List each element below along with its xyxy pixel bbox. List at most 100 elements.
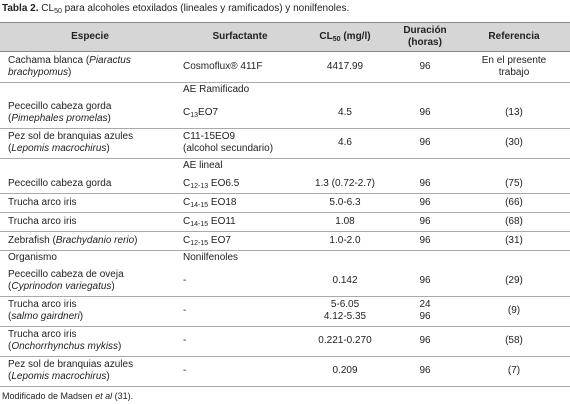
cell-line: (alcohol secundario) bbox=[183, 143, 273, 155]
row-separator bbox=[0, 386, 570, 387]
text-run: 5.0-6.3 bbox=[329, 196, 361, 208]
text-run: 96 bbox=[419, 215, 431, 227]
cell-line: C14-15 EO18 bbox=[183, 197, 237, 209]
cell-line: Nonilfenoles bbox=[183, 252, 238, 264]
text-run: (31). bbox=[112, 391, 134, 401]
subscript: 14-15 bbox=[190, 201, 209, 209]
cell-line: Organismo bbox=[8, 252, 57, 264]
text-run: (9) bbox=[507, 305, 521, 316]
table-cell: (13) bbox=[460, 98, 568, 128]
italic-run: salmo gairdneri bbox=[11, 311, 80, 322]
table-cell: (30) bbox=[460, 128, 568, 158]
text-run: 24 bbox=[419, 299, 431, 310]
cell-line: Pececillo cabeza de oveja bbox=[8, 269, 124, 281]
table-cell bbox=[300, 158, 390, 174]
table-cell: Trucha arco iris bbox=[8, 212, 178, 231]
row-separator bbox=[0, 82, 570, 83]
cell-line: 96 bbox=[419, 311, 430, 323]
table-cell: Especie bbox=[0, 22, 180, 52]
footnote: Modificado de Madsen et al (31). bbox=[2, 391, 133, 401]
cell-line: - bbox=[183, 275, 186, 287]
italic-run: Piaractus bbox=[89, 55, 131, 66]
text-run: ) bbox=[134, 234, 138, 246]
cell-line: Trucha arco iris bbox=[8, 197, 77, 209]
text-run: CL bbox=[38, 3, 55, 14]
table-cell: AE Ramificado bbox=[183, 82, 298, 98]
text-run: 96 bbox=[419, 177, 431, 189]
cell-line: (7) bbox=[508, 365, 520, 377]
table-cell bbox=[460, 82, 568, 98]
text-run: Pez sol de branquias azules bbox=[8, 359, 134, 370]
table-cell bbox=[392, 158, 458, 174]
cell-line: Trucha arco iris bbox=[8, 216, 77, 228]
text-run: Referencia bbox=[488, 31, 540, 42]
cell-line: - bbox=[183, 335, 186, 347]
cell-line: 96 bbox=[419, 178, 430, 190]
table-cell: - bbox=[183, 356, 298, 386]
table-cell bbox=[300, 82, 390, 98]
cell-line: (29) bbox=[505, 275, 523, 287]
cell-line: 96 bbox=[419, 107, 430, 119]
text-run: 0.221-0.270 bbox=[318, 335, 372, 346]
table-cell: Pececillo cabeza de oveja (Cyprinodon var… bbox=[8, 266, 178, 296]
text-run: ) bbox=[107, 113, 111, 124]
text-run: trabajo bbox=[498, 67, 530, 78]
table-cell: 96 bbox=[392, 174, 458, 193]
table-cell: 96 bbox=[392, 52, 458, 82]
row-separator bbox=[0, 250, 570, 251]
cell-line: Zebrafish (Brachydanio rerio) bbox=[8, 235, 138, 247]
text-run: 96 bbox=[419, 275, 431, 286]
cell-line: 1.3 (0.72-2.7) bbox=[315, 178, 375, 190]
table-cell: - bbox=[183, 296, 298, 326]
text-run: ) bbox=[79, 311, 84, 322]
table-cell: (75) bbox=[460, 174, 568, 193]
text-run: (31) bbox=[505, 234, 523, 246]
table-cell: Organismo bbox=[8, 250, 178, 266]
text-run: (29) bbox=[505, 275, 523, 286]
subscript: 14-15 bbox=[190, 220, 209, 228]
text-run: (7) bbox=[507, 365, 521, 376]
cell-line: (30) bbox=[505, 137, 523, 149]
table-cell: (9) bbox=[460, 296, 568, 326]
cell-line: C14-15 EO11 bbox=[183, 216, 236, 228]
text-run: EO6.5 bbox=[208, 177, 240, 189]
row-separator bbox=[0, 158, 570, 159]
row-separator bbox=[0, 356, 570, 357]
text-run: Organismo bbox=[8, 252, 57, 263]
table-cell: (29) bbox=[460, 266, 568, 296]
text-run: - bbox=[183, 305, 187, 316]
table-cell: AE lineal bbox=[183, 158, 298, 174]
cell-line: (75) bbox=[505, 178, 523, 190]
cell-line: (Pimephales promelas) bbox=[8, 113, 111, 125]
text-run: C11-15EO9 bbox=[183, 131, 236, 142]
text-run: 96 bbox=[419, 365, 431, 376]
cell-line: (Lepomis macrochirus) bbox=[8, 371, 110, 383]
text-run: Trucha arco iris bbox=[8, 196, 77, 208]
subscript: 13 bbox=[190, 112, 199, 119]
table-cell: 1.3 (0.72-2.7) bbox=[300, 174, 390, 193]
cell-line: 0.142 bbox=[332, 275, 357, 287]
table-cell: C12-15 EO7 bbox=[183, 231, 298, 250]
table-cell: C14-15 EO11 bbox=[183, 212, 298, 231]
cell-line: brachypomus) bbox=[8, 67, 71, 79]
cell-line: (Lepomis macrochirus) bbox=[8, 143, 110, 155]
table-cell: (7) bbox=[460, 356, 568, 386]
table-cell: Referencia bbox=[460, 22, 568, 52]
cell-line: (salmo gairdneri) bbox=[8, 311, 83, 323]
table-cell: Pez sol de branquias azules (Lepomis macr… bbox=[8, 356, 178, 386]
text-run: (mg/l) bbox=[340, 31, 371, 42]
cell-line: (31) bbox=[505, 235, 523, 247]
text-run: C bbox=[183, 107, 191, 118]
cell-line: trabajo bbox=[499, 67, 530, 79]
cell-line: Surfactante bbox=[212, 31, 267, 43]
text-run: EO18 bbox=[208, 196, 237, 208]
row-separator bbox=[0, 128, 570, 129]
subscript: 12-13 bbox=[190, 182, 209, 190]
cell-line: 24 bbox=[419, 299, 430, 311]
text-run: (13) bbox=[505, 107, 523, 118]
text-run: ( bbox=[8, 371, 12, 382]
table-cell: - bbox=[183, 326, 298, 356]
cell-line: (Onchorrhynchus mykiss) bbox=[8, 341, 121, 353]
table-cell: C13EO7 bbox=[183, 98, 298, 128]
table-cell: (68) bbox=[460, 212, 568, 231]
